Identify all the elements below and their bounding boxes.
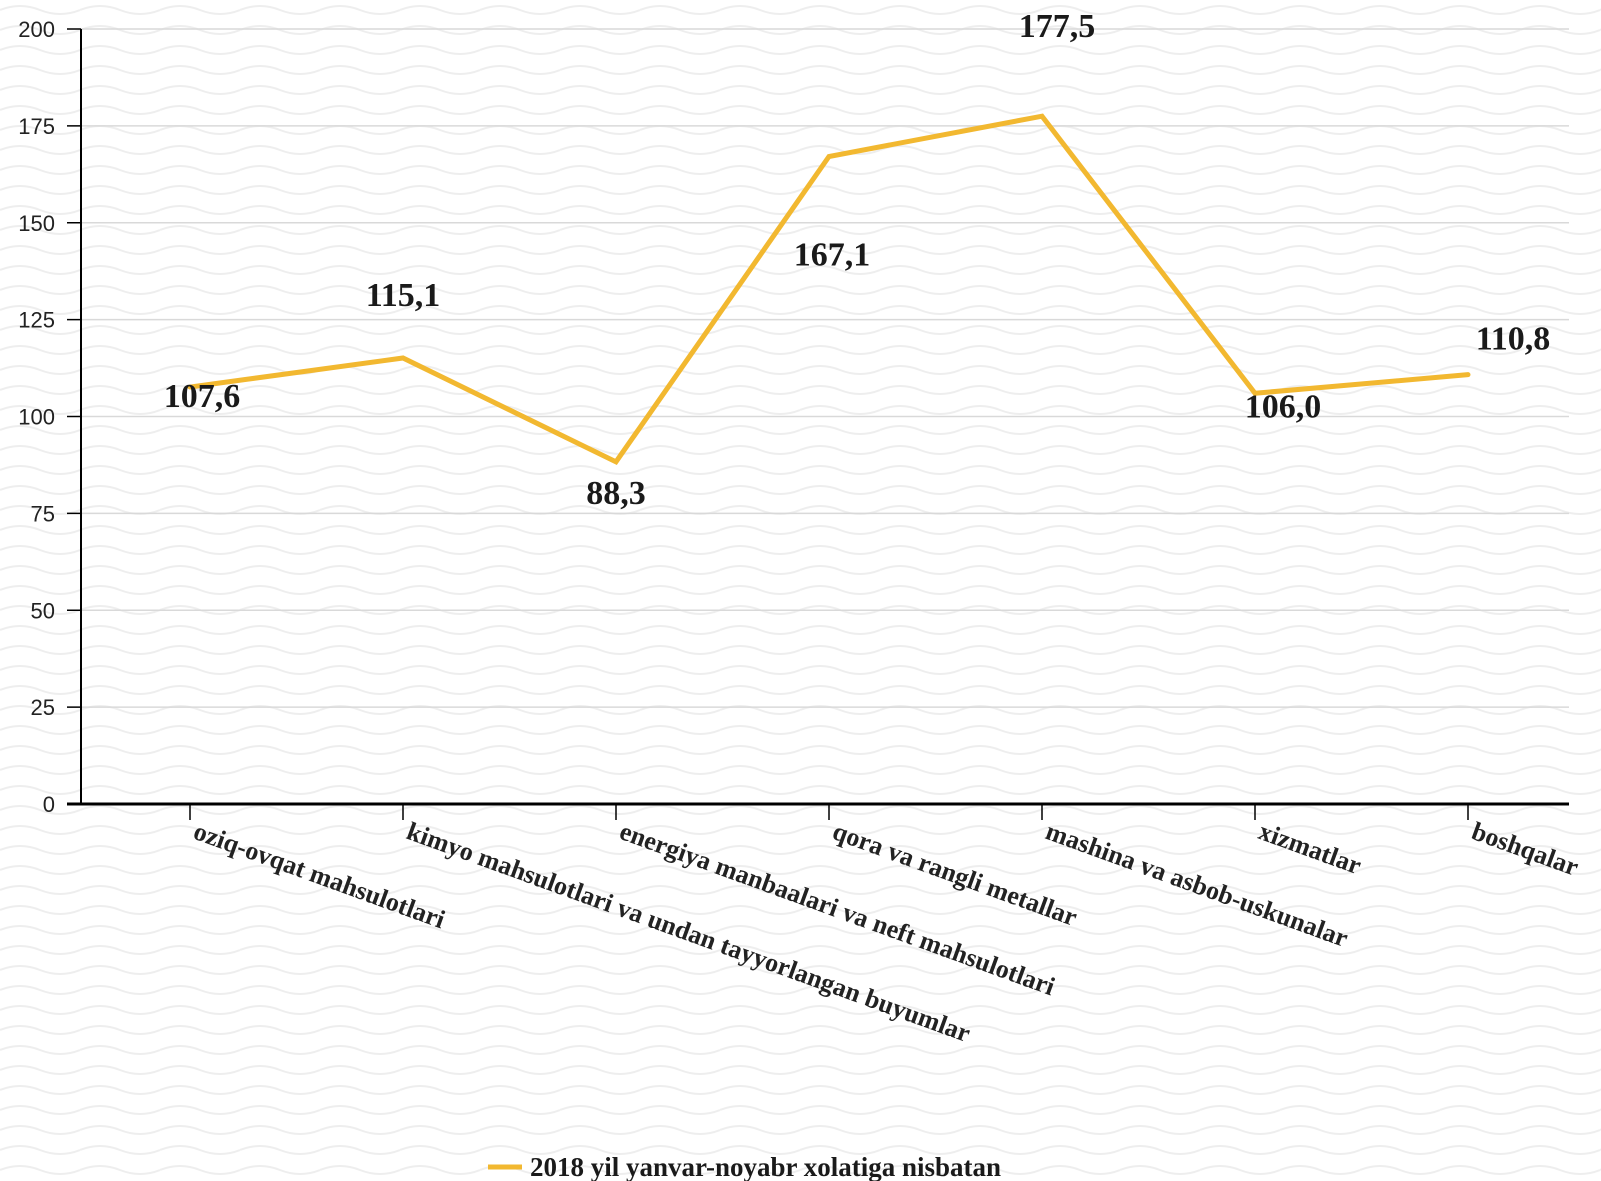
y-tick-label: 0 [43, 792, 55, 817]
data-label: 115,1 [366, 277, 441, 314]
data-label: 110,8 [1476, 321, 1551, 358]
y-tick-label: 75 [31, 501, 55, 526]
y-tick-label: 125 [18, 308, 55, 333]
y-tick-label: 200 [18, 17, 55, 42]
y-tick-label: 175 [18, 114, 55, 139]
legend-label: 2018 yil yanvar-noyabr xolatiga nisbatan [530, 1152, 1001, 1181]
series-line [187, 113, 1471, 466]
data-label: 107,6 [164, 378, 241, 415]
series [187, 113, 1471, 466]
gridlines [81, 28, 1569, 708]
data-label: 167,1 [794, 236, 871, 273]
y-tick-label: 50 [31, 598, 55, 623]
y-tick-label: 25 [31, 695, 55, 720]
y-tick-label: 150 [18, 211, 55, 236]
legend: 2018 yil yanvar-noyabr xolatiga nisbatan [488, 1152, 1001, 1181]
labels: 107,6 115,1 88,3 167,1 177,5 106,0 110,8 [164, 8, 1551, 512]
y-tick-label: 100 [18, 405, 55, 430]
data-label: 177,5 [1019, 8, 1096, 45]
data-label: 88,3 [586, 475, 646, 512]
data-label: 106,0 [1245, 388, 1322, 425]
